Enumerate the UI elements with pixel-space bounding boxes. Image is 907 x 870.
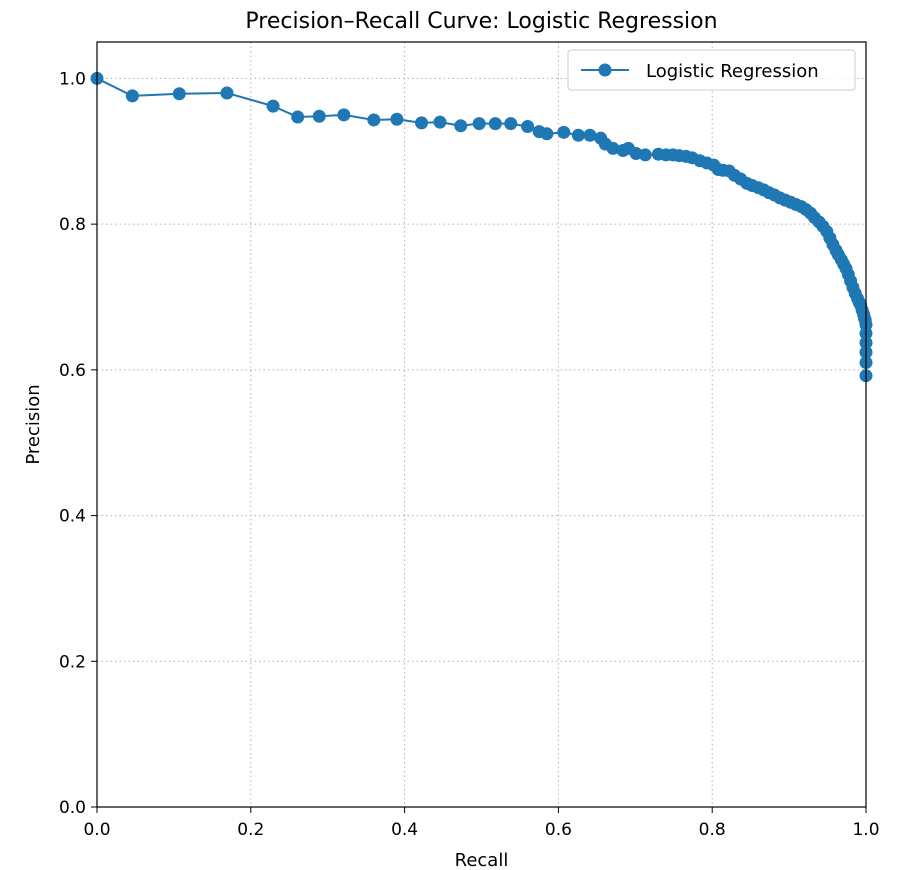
- x-axis-label: Recall: [455, 850, 509, 870]
- data-point: [220, 86, 234, 100]
- chart-title: Precision–Recall Curve: Logistic Regress…: [245, 9, 717, 34]
- data-point: [337, 108, 351, 122]
- data-point: [571, 128, 585, 142]
- data-point: [583, 128, 597, 142]
- y-tick-label: 0.8: [59, 215, 86, 235]
- plot-frame: [96, 41, 867, 808]
- x-tick-label: 0.8: [699, 820, 726, 840]
- data-point: [606, 141, 620, 155]
- legend: Logistic Regression: [567, 49, 856, 91]
- data-point: [454, 119, 468, 133]
- data-point: [540, 127, 554, 141]
- legend-entry-label: Logistic Regression: [646, 61, 819, 82]
- data-point: [266, 99, 280, 113]
- data-point: [415, 116, 429, 130]
- data-point: [504, 117, 518, 131]
- data-point: [638, 148, 652, 162]
- x-tick-label: 0.0: [83, 820, 110, 840]
- data-point: [488, 117, 502, 131]
- x-tick-label: 0.4: [391, 820, 418, 840]
- y-tick-label: 0.0: [59, 798, 86, 818]
- data-point: [557, 125, 571, 139]
- data-point: [172, 87, 186, 101]
- data-point: [125, 89, 139, 103]
- data-point: [291, 110, 305, 124]
- data-point: [367, 113, 381, 127]
- y-tick-label: 0.2: [59, 652, 86, 672]
- x-tick-label: 0.6: [545, 820, 572, 840]
- data-point: [521, 120, 535, 134]
- y-tick-label: 0.6: [59, 361, 86, 381]
- tick-labels: 0.0 0.2 0.4 0.6 0.8 1.0 0.0 0.2 0.4 0.6 0.8 1.0: [59, 69, 880, 840]
- x-tick-label: 0.2: [237, 820, 264, 840]
- data-point: [390, 112, 404, 126]
- y-tick-label: 1.0: [59, 69, 86, 89]
- data-point: [433, 115, 447, 129]
- data-point: [312, 109, 326, 123]
- legend-marker-sample: [598, 63, 612, 77]
- data-point: [472, 117, 486, 131]
- y-tick-label: 0.4: [59, 507, 86, 527]
- plot-area: [97, 42, 866, 807]
- series-layer: [90, 71, 873, 383]
- legend-box: [567, 49, 856, 91]
- x-tick-label: 1.0: [852, 820, 879, 840]
- y-axis-label: Precision: [23, 384, 44, 464]
